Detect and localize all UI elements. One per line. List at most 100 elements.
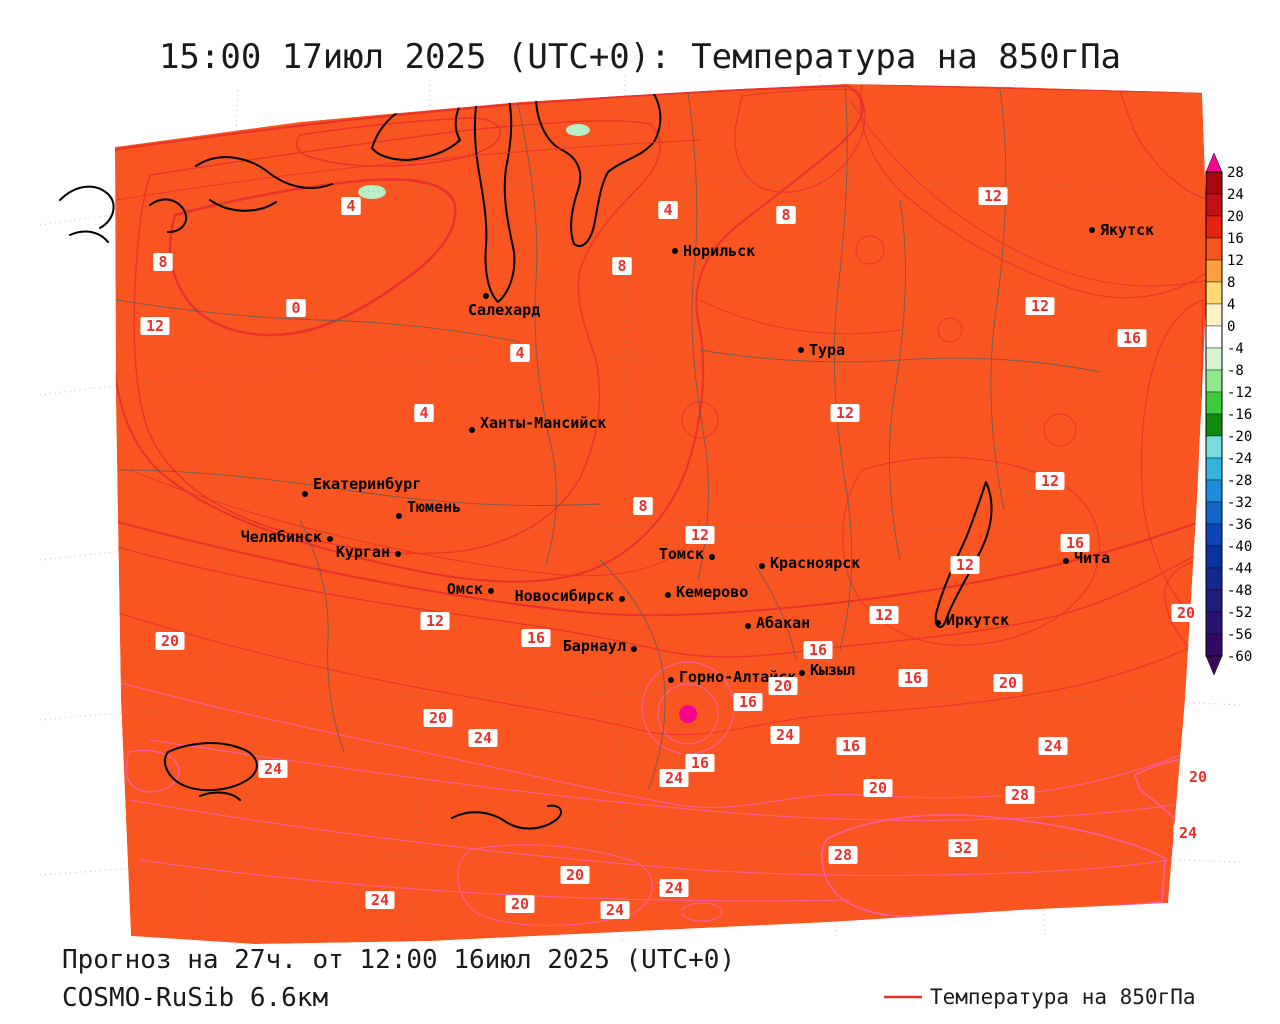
contour-label-chip bbox=[659, 769, 689, 787]
contour-label: 20 bbox=[511, 895, 529, 913]
contour-label: 24 bbox=[606, 901, 624, 919]
city-dot bbox=[327, 536, 333, 542]
contour-label-chip bbox=[365, 891, 395, 909]
city-label: Екатеринбург bbox=[313, 475, 421, 493]
colorbar-tick-label: 28 bbox=[1227, 165, 1244, 181]
city-dot bbox=[759, 563, 765, 569]
contour-label-chip bbox=[830, 404, 860, 422]
contour-label-chip bbox=[950, 556, 980, 574]
contour-label-chip bbox=[341, 197, 361, 215]
colorbar-tick-label: 16 bbox=[1227, 231, 1244, 247]
contour-label: 20 bbox=[1189, 768, 1207, 786]
contour-label-chip bbox=[414, 404, 434, 422]
colorbar-tick-label: -48 bbox=[1227, 583, 1252, 599]
contour-label: 12 bbox=[836, 404, 854, 422]
cities-layer: Якутск Норильск Салехард Тура Ханты-Мансийск… bbox=[241, 221, 1154, 686]
contour-label: 16 bbox=[739, 693, 757, 711]
colorbar-tick-label: -60 bbox=[1227, 649, 1252, 665]
contour-label-chip bbox=[153, 253, 173, 271]
contour-label-chip bbox=[423, 709, 453, 727]
contour-label-chip bbox=[776, 206, 796, 224]
lake-outline bbox=[199, 791, 241, 801]
contour-label: 8 bbox=[158, 253, 167, 271]
contour-label: 16 bbox=[1066, 534, 1084, 552]
contour-label-chip bbox=[863, 779, 893, 797]
contour-label: 16 bbox=[809, 641, 827, 659]
contour-label: 4 bbox=[419, 404, 428, 422]
contour-label-chip bbox=[633, 497, 653, 515]
city-label: Абакан bbox=[756, 614, 810, 632]
colorbar-segment bbox=[1205, 325, 1223, 349]
colorbar-tick-label: 0 bbox=[1227, 319, 1235, 335]
colorbar-tick-label: -40 bbox=[1227, 539, 1252, 555]
colorbar-segment bbox=[1205, 413, 1223, 437]
contour-label-chip bbox=[1025, 297, 1055, 315]
city-dot bbox=[302, 491, 308, 497]
admin-borders bbox=[115, 85, 1101, 791]
band-28-blob-left bbox=[125, 749, 180, 793]
contour-label-chip bbox=[1035, 472, 1065, 490]
city-label: Кемерово bbox=[676, 583, 748, 601]
altai-core-28 bbox=[679, 705, 697, 723]
colorbar-tick-label: 12 bbox=[1227, 253, 1244, 269]
lake-baikal bbox=[934, 481, 993, 629]
band-16-20-south bbox=[115, 544, 1206, 944]
contour-label: 20 bbox=[161, 632, 179, 650]
city-label: Норильск bbox=[683, 242, 755, 260]
contour-label: 24 bbox=[665, 879, 683, 897]
outside-coast bbox=[59, 185, 187, 243]
contour-label-chip bbox=[993, 674, 1023, 692]
contour-label-chip bbox=[600, 901, 630, 919]
contour-ring bbox=[937, 317, 963, 343]
contour-label-chip bbox=[836, 737, 866, 755]
forecast-info: Прогноз на 27ч. от 12:00 16июл 2025 (UTC… bbox=[62, 945, 735, 975]
colorbar-tick-label: 8 bbox=[1227, 275, 1235, 291]
colorbar-segment bbox=[1205, 479, 1223, 503]
contour-label-chip bbox=[510, 344, 530, 362]
contour-label-chip bbox=[948, 839, 978, 857]
city-label: Красноярск bbox=[770, 554, 860, 572]
band-20-24-pocket bbox=[457, 844, 653, 926]
contour-label: 20 bbox=[999, 674, 1017, 692]
contour-label-chip bbox=[505, 895, 535, 913]
city-label: Якутск bbox=[1100, 221, 1154, 239]
city-dot bbox=[631, 646, 637, 652]
legend-label: Температура на 850гПа bbox=[930, 985, 1196, 1009]
contour-label: 12 bbox=[1031, 297, 1049, 315]
colorbar-segment bbox=[1205, 589, 1223, 613]
city-label: Барнаул bbox=[563, 637, 626, 655]
contour-label-chip bbox=[685, 526, 715, 544]
contour-line bbox=[115, 519, 1206, 617]
contour-label-chip bbox=[658, 201, 678, 219]
colorbar-tick-label: -12 bbox=[1227, 385, 1252, 401]
colorbar-tick-label: -36 bbox=[1227, 517, 1252, 533]
model-info: COSMO-RuSib 6.6км bbox=[62, 983, 328, 1013]
temperature-field bbox=[115, 84, 1208, 944]
map-title: 15:00 17июл 2025 (UTC+0): Температура на… bbox=[159, 37, 1121, 77]
contour-label-chip bbox=[1173, 824, 1203, 842]
city-dot bbox=[1089, 227, 1095, 233]
contour-label-chip bbox=[140, 317, 170, 335]
contour-label: 24 bbox=[1179, 824, 1197, 842]
band-28-blob-small bbox=[681, 902, 723, 922]
footer: Прогноз на 27ч. от 12:00 16июл 2025 (UTC… bbox=[62, 945, 1196, 1013]
cold-spot bbox=[566, 124, 590, 136]
contour-label-chip bbox=[733, 693, 763, 711]
contour-label-chip bbox=[1038, 737, 1068, 755]
city-dot bbox=[395, 551, 401, 557]
colorbar-segment bbox=[1205, 281, 1223, 305]
colorbar-segment bbox=[1205, 567, 1223, 591]
contour-label-chip bbox=[1171, 604, 1201, 622]
city-label: Иркутск bbox=[946, 611, 1009, 629]
graticule-layer bbox=[39, 74, 1241, 946]
coastlines bbox=[163, 156, 993, 830]
contour-label: 12 bbox=[875, 606, 893, 624]
contour-label: 24 bbox=[776, 726, 794, 744]
contour-line bbox=[699, 299, 901, 335]
contour-label: 4 bbox=[663, 201, 672, 219]
colorbar-segment bbox=[1205, 545, 1223, 569]
city-label: Томск bbox=[659, 545, 704, 563]
band-20-24-rightedge bbox=[1164, 559, 1201, 657]
contour-line bbox=[115, 139, 701, 201]
